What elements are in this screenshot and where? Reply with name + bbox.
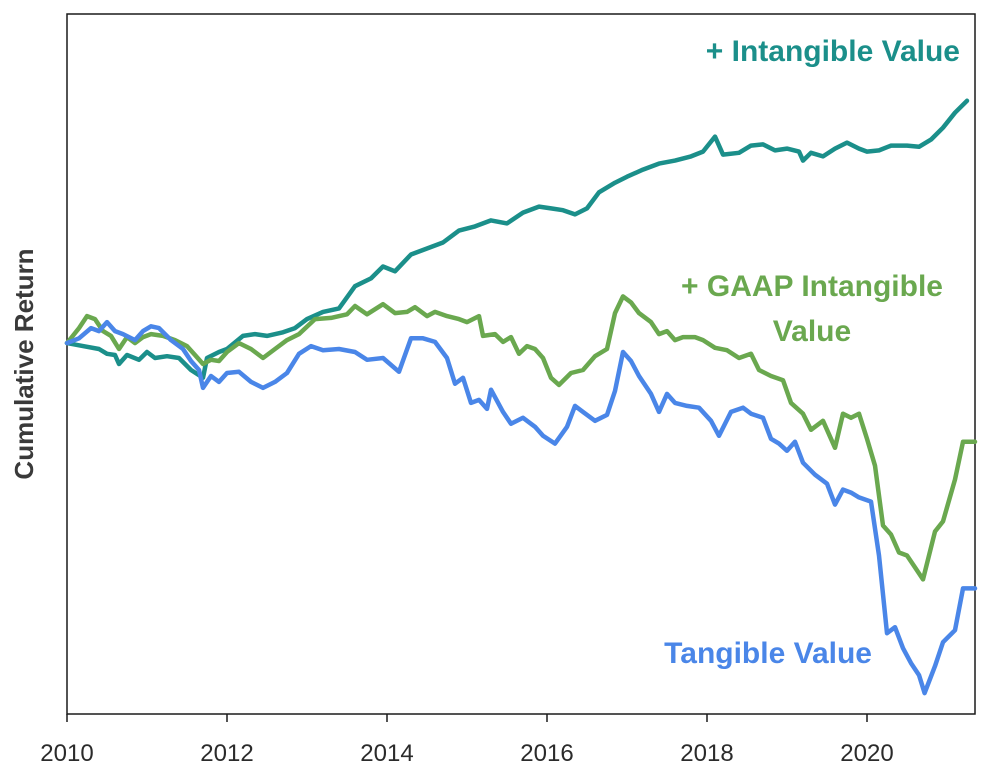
x-tick-label: 2012	[200, 740, 253, 767]
x-axis: 2010 2012 2014 2016 2018 2020	[40, 714, 894, 767]
x-tick-label: 2020	[840, 740, 893, 767]
x-tick-label: 2010	[40, 740, 93, 767]
series-line-intangible-value	[64, 98, 970, 381]
series-line-tangible-value	[64, 319, 978, 696]
x-tick-label: 2016	[520, 740, 573, 767]
series-labels: + Intangible Value + GAAP Intangible Value…	[664, 35, 960, 670]
series-label: Tangible Value	[664, 637, 872, 670]
series-label: + GAAP Intangible	[681, 270, 943, 303]
series-line-gaap-intangible-value	[64, 294, 978, 582]
x-tick-label: 2014	[360, 740, 413, 767]
plot-frame	[66, 13, 976, 715]
series-label: Value	[773, 315, 851, 348]
series-lines	[64, 98, 978, 696]
series-label: + Intangible Value	[706, 35, 960, 68]
x-tick-label: 2018	[680, 740, 733, 767]
y-axis-title: Cumulative Return	[9, 248, 39, 479]
